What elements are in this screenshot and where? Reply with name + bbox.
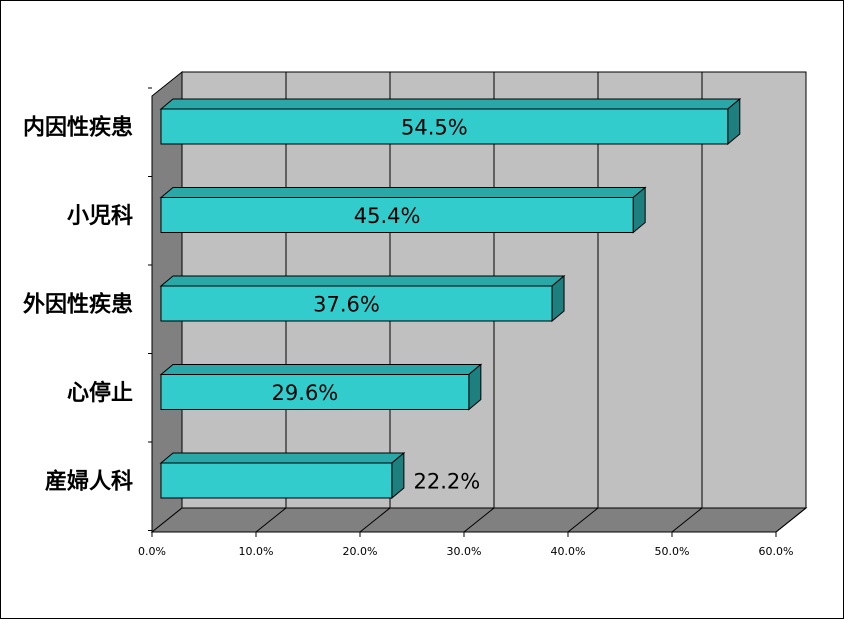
chart-bars xyxy=(159,97,742,500)
gridline-floor xyxy=(775,507,807,533)
data-label: 37.6% xyxy=(313,293,380,317)
x-tick-label: 40.0% xyxy=(551,545,586,558)
category-label: 外因性疾患 xyxy=(23,292,133,318)
bar xyxy=(159,451,406,500)
bar-front xyxy=(160,108,729,145)
data-label: 29.6% xyxy=(272,381,339,405)
data-label: 45.4% xyxy=(354,204,421,228)
x-tick-label: 60.0% xyxy=(759,545,794,558)
bar-front xyxy=(160,285,553,322)
chart-x-tick-labels: 0.0% 10.0% 20.0% 30.0% 40.0% 50.0% 60.0% xyxy=(138,545,793,558)
x-tick-label: 10.0% xyxy=(239,545,274,558)
bar-front xyxy=(160,462,393,499)
chart-data-labels: 54.5% 45.4% 37.6% 29.6% 22.2% xyxy=(272,116,481,494)
bar xyxy=(159,363,483,411)
bar xyxy=(159,274,566,323)
x-tick-label: 20.0% xyxy=(343,545,378,558)
bar xyxy=(159,97,742,146)
bar-top xyxy=(159,364,483,375)
gridline-floor xyxy=(255,507,287,533)
bar-top xyxy=(159,452,406,464)
bar-top xyxy=(159,98,742,110)
category-label: 産婦人科 xyxy=(45,469,133,495)
x-tick-label: 50.0% xyxy=(655,545,690,558)
gridline-floor xyxy=(567,507,599,533)
x-tick-label: 0.0% xyxy=(138,545,166,558)
bar-front xyxy=(160,197,634,233)
category-label: 小児科 xyxy=(67,204,133,229)
gridline-floor xyxy=(359,507,391,533)
x-tick-label: 30.0% xyxy=(447,545,482,558)
bar xyxy=(159,186,647,234)
data-label: 22.2% xyxy=(414,470,481,494)
bar-top xyxy=(159,275,566,287)
gridline-floor xyxy=(671,507,703,533)
bar-top xyxy=(159,187,647,198)
category-label: 内因性疾患 xyxy=(23,115,133,141)
category-label: 心停止 xyxy=(67,380,133,406)
data-label: 54.5% xyxy=(401,116,468,140)
bar-front xyxy=(160,374,470,410)
gridline-floor xyxy=(463,507,495,533)
